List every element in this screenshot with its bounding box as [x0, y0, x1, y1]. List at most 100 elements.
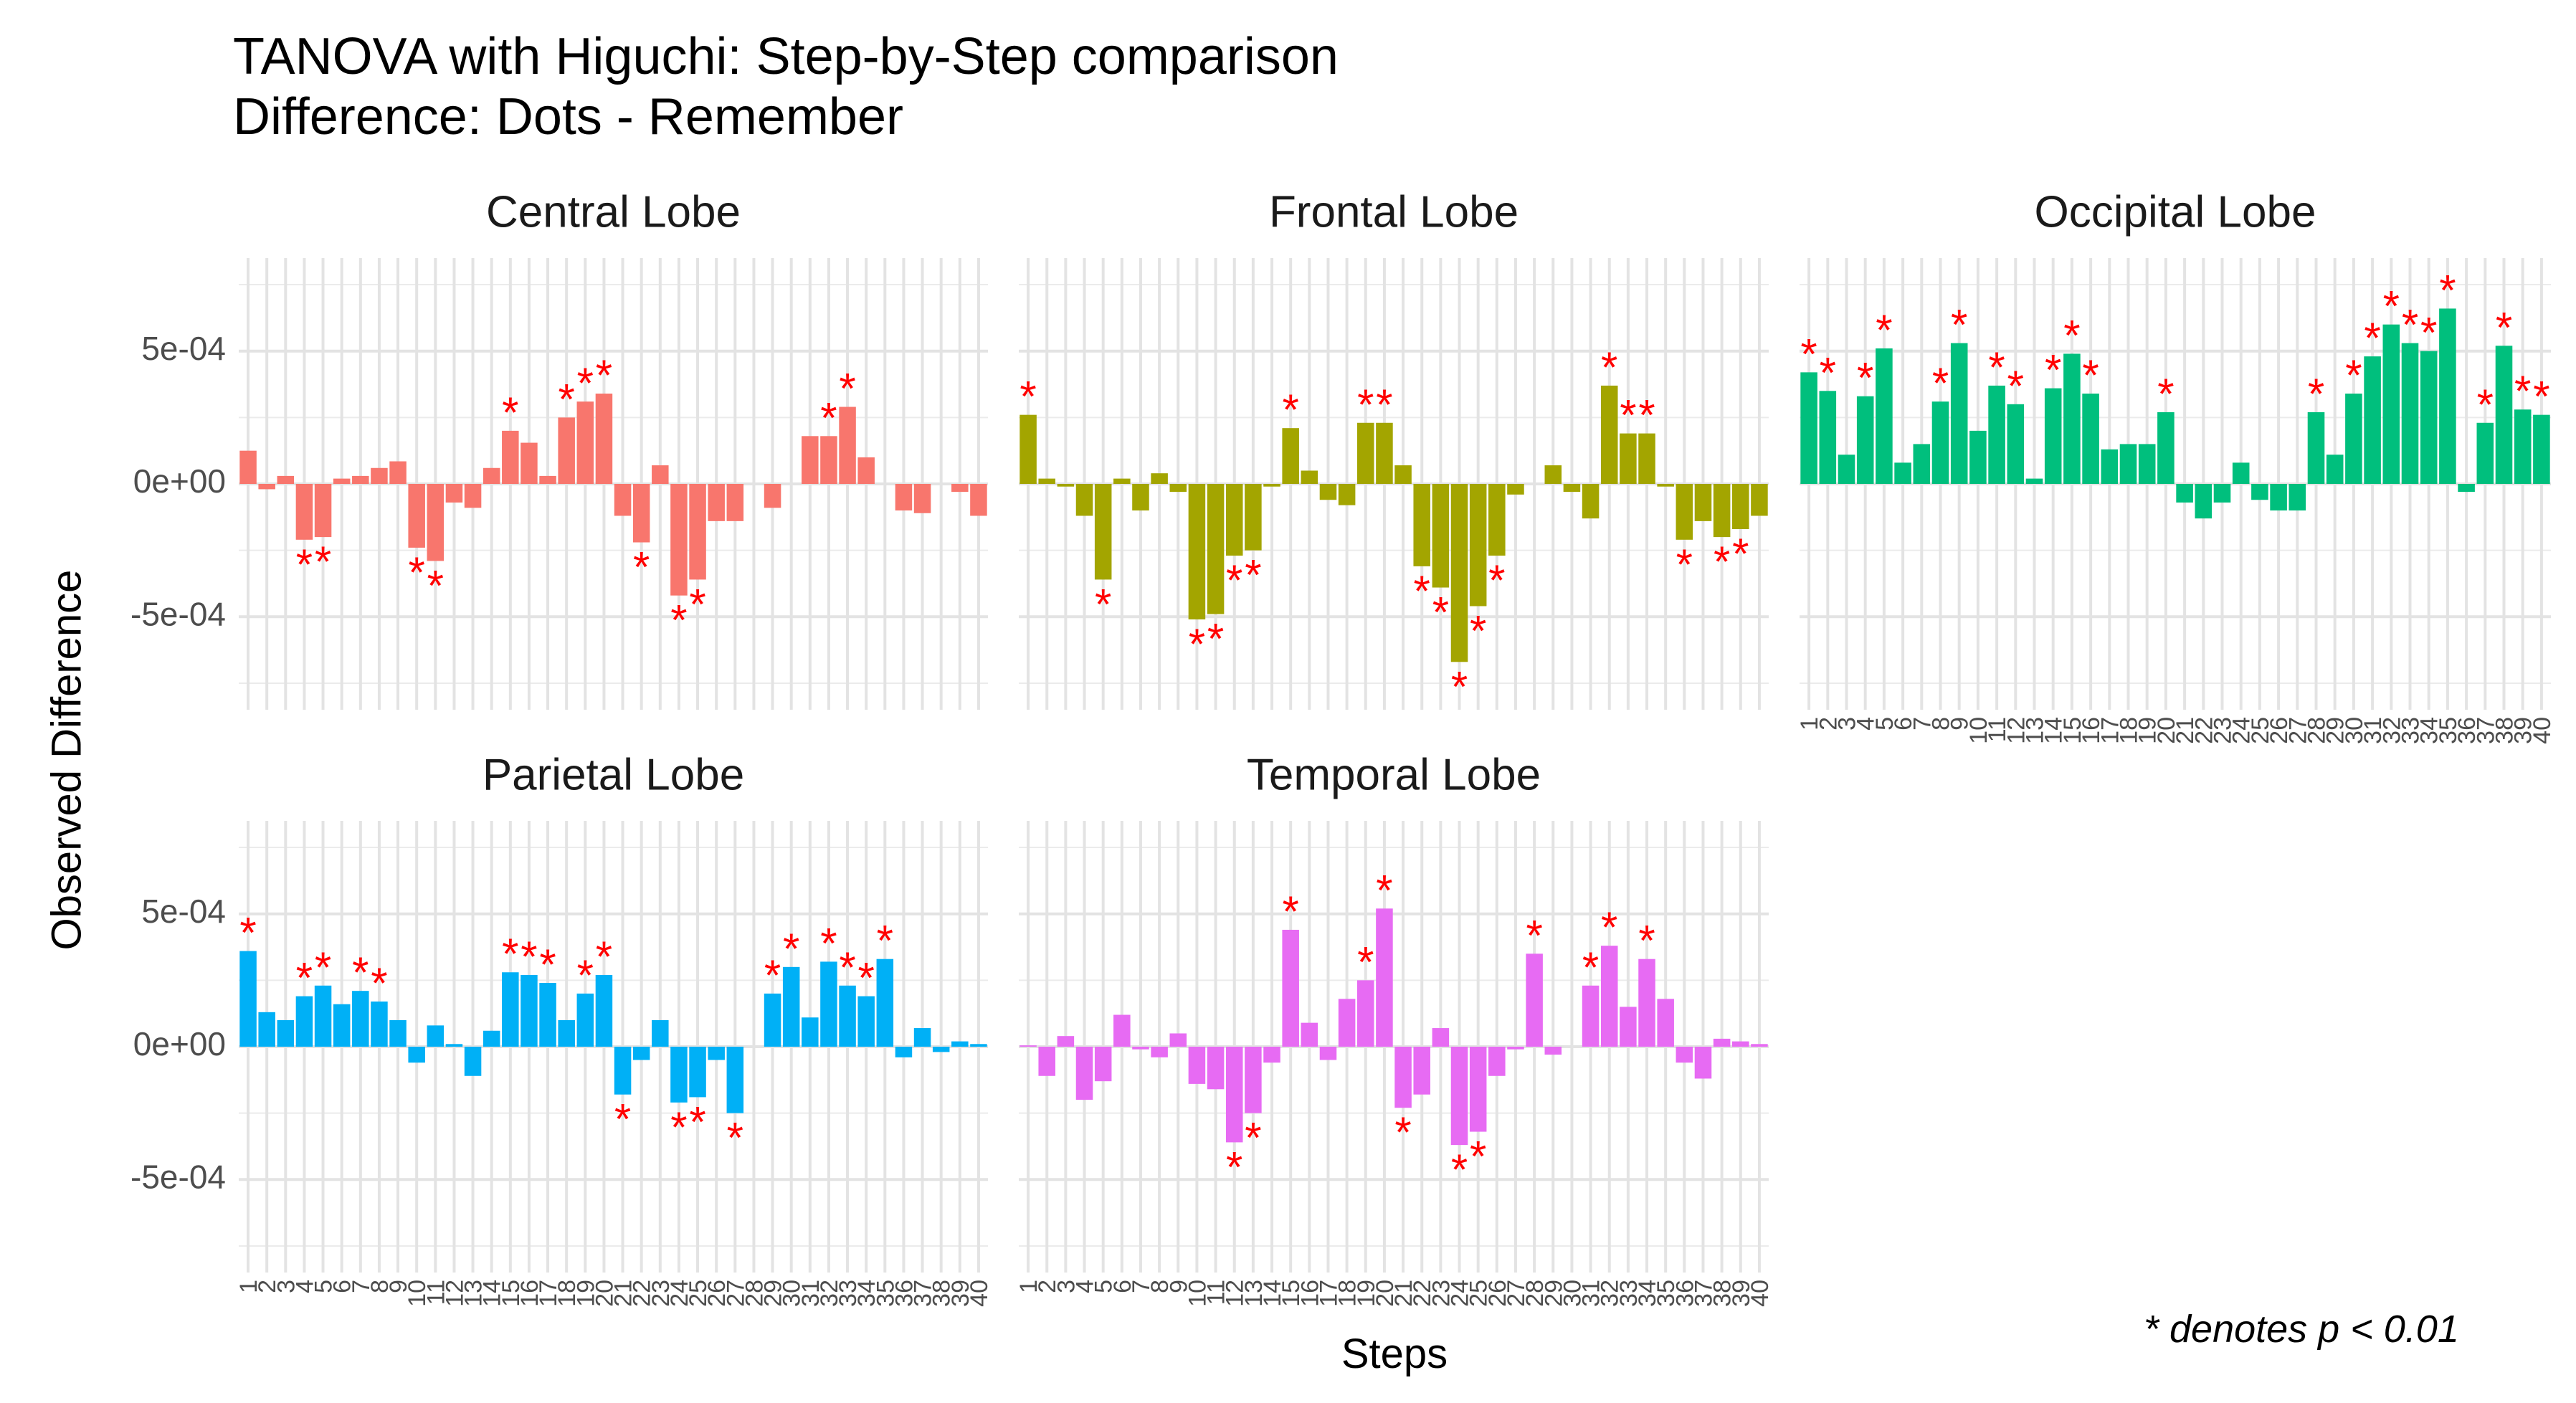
central-lobe-bar [708, 484, 725, 521]
x-tick-label: 26 [2266, 717, 2293, 744]
x-tick-label: 30 [2341, 717, 2368, 744]
central-lobe-bar [464, 484, 482, 508]
parietal-lobe-bar [408, 1047, 425, 1063]
x-tick-label: 6 [1109, 1280, 1136, 1293]
parietal-lobe-bar [802, 1017, 819, 1047]
y-tick-label: 0e+00 [133, 462, 226, 500]
frontal-lobe-bar [1694, 484, 1712, 521]
x-tick-label: 10 [404, 1280, 431, 1307]
central-lobe-bar [314, 484, 332, 538]
parietal-lobe-bar [576, 993, 594, 1047]
central-lobe-significance-marker: * [596, 351, 612, 399]
parietal-lobe-significance-marker: * [371, 959, 387, 1007]
central-lobe-significance-marker: * [427, 561, 444, 609]
central-lobe-bar [371, 467, 388, 484]
occipital-lobe-bar [2476, 422, 2494, 484]
parietal-lobe-bar [258, 1012, 275, 1047]
central-lobe-bar [295, 484, 313, 540]
frontal-lobe-bar [1020, 414, 1037, 484]
significance-footnote: * denotes p < 0.01 [2144, 1308, 2459, 1351]
x-tick-label: 24 [2228, 717, 2256, 744]
parietal-lobe-significance-marker: * [727, 1114, 743, 1162]
x-tick-label: 30 [1559, 1280, 1586, 1307]
occipital-lobe-bar [2289, 484, 2306, 511]
occipital-lobe-bar [1913, 444, 1931, 484]
y-tick-label: -5e-04 [130, 595, 226, 632]
x-tick-label: 36 [1671, 1280, 1698, 1307]
parietal-lobe-bar [333, 1004, 351, 1047]
x-tick-label: 3 [272, 1280, 300, 1293]
central-lobe-bar [445, 484, 463, 503]
central-lobe-significance-marker: * [502, 389, 518, 437]
x-tick-label: 5 [310, 1280, 338, 1293]
parietal-lobe-bar [389, 1019, 407, 1047]
central-lobe-bar [239, 450, 257, 484]
temporal-lobe-significance-marker: * [1526, 911, 1542, 959]
x-tick-label: 30 [779, 1280, 806, 1307]
occipital-lobe-bar [2270, 484, 2287, 511]
parietal-lobe-bar [445, 1044, 463, 1047]
x-tick-label: 2 [1815, 717, 1842, 731]
occipital-lobe-bar [2439, 308, 2456, 484]
occipital-lobe-bar [2063, 353, 2081, 484]
parietal-lobe-significance-marker: * [521, 933, 537, 981]
x-tick-label: 26 [1484, 1280, 1511, 1307]
temporal-lobe-significance-marker: * [1582, 943, 1599, 991]
parietal-lobe-bar [764, 993, 781, 1047]
x-tick-label: 7 [1128, 1280, 1155, 1293]
x-tick-label: 27 [1503, 1280, 1530, 1307]
occipital-lobe-bar [2007, 404, 2025, 484]
parietal-lobe-bar [595, 974, 613, 1047]
x-tick-label: 25 [685, 1280, 712, 1307]
occipital-lobe-significance-marker: * [2082, 351, 2099, 399]
frontal-lobe-bar [1600, 385, 1618, 484]
x-tick-label: 20 [2153, 717, 2180, 744]
x-tick-label: 12 [441, 1280, 468, 1307]
x-tick-label: 10 [1965, 717, 1992, 744]
temporal-lobe-significance-marker: * [1226, 1143, 1242, 1191]
temporal-lobe-significance-marker: * [1376, 866, 1392, 914]
parietal-lobe-significance-marker: * [502, 930, 518, 978]
central-lobe-significance-marker: * [409, 548, 425, 596]
x-tick-label: 15 [498, 1280, 525, 1307]
x-tick-label: 27 [2284, 717, 2311, 744]
temporal-lobe-bar [1282, 929, 1299, 1047]
y-tick-label: 5e-04 [141, 893, 226, 930]
parietal-lobe-significance-marker: * [239, 909, 256, 957]
temporal-lobe-bar [1469, 1047, 1487, 1132]
x-tick-label: 34 [2416, 717, 2443, 744]
occipital-lobe-bar [2025, 478, 2043, 484]
x-tick-label: 12 [2002, 717, 2030, 744]
central-lobe-bar [483, 467, 500, 484]
temporal-lobe-bar [1600, 946, 1618, 1047]
central-lobe-significance-marker: * [559, 375, 575, 423]
frontal-lobe-bar [1751, 484, 1768, 516]
parietal-lobe-bar [670, 1047, 688, 1103]
frontal-lobe-significance-marker: * [1676, 541, 1693, 589]
temporal-lobe-bar [1376, 908, 1393, 1047]
parietal-lobe-significance-marker: * [670, 1103, 687, 1151]
central-lobe-bar [726, 484, 744, 521]
x-tick-label: 1 [1796, 717, 1823, 731]
occipital-lobe-significance-marker: * [2308, 370, 2324, 418]
temporal-lobe-significance-marker: * [1357, 938, 1374, 986]
occipital-lobe-significance-marker: * [2364, 314, 2380, 362]
temporal-lobe-bar [1188, 1047, 1206, 1084]
parietal-lobe-bar [614, 1047, 632, 1095]
occipital-lobe-significance-marker: * [2533, 373, 2549, 421]
central-lobe-bar [576, 401, 594, 484]
x-tick-label: 13 [460, 1280, 488, 1307]
parietal-lobe-bar [277, 1019, 295, 1047]
temporal-lobe-significance-marker: * [1601, 903, 1617, 951]
frontal-lobe-significance-marker: * [1451, 662, 1468, 710]
x-tick-label: 39 [1728, 1280, 1755, 1307]
occipital-lobe-significance-marker: * [2514, 367, 2531, 415]
occipital-lobe-significance-marker: * [1820, 348, 1836, 396]
temporal-lobe-bar [1263, 1047, 1280, 1063]
x-tick-label: 32 [2378, 717, 2405, 744]
x-tick-label: 9 [1947, 717, 1974, 731]
frontal-lobe-bar [1432, 484, 1450, 588]
occipital-lobe-significance-marker: * [1857, 354, 1873, 402]
panel-title-parietal-lobe: Parietal Lobe [483, 750, 744, 799]
occipital-lobe-bar [2044, 388, 2062, 484]
